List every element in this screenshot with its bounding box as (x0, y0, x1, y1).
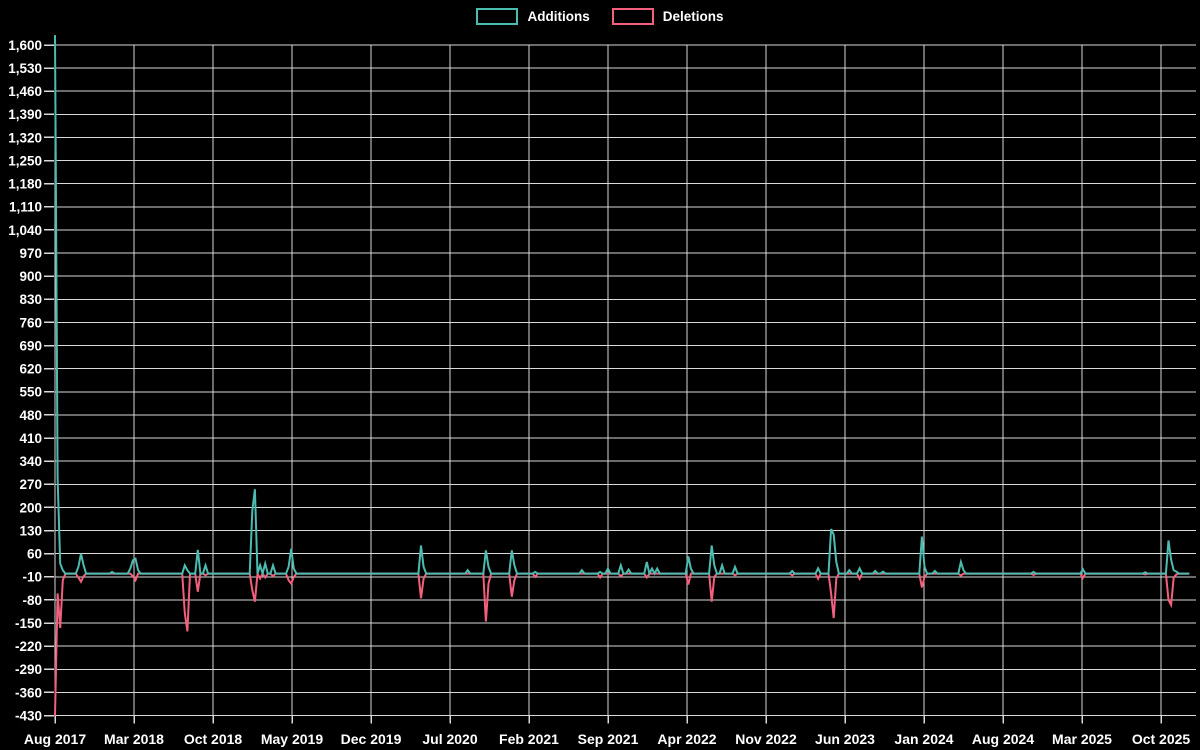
y-tick-label: -10 (22, 570, 42, 585)
x-tick-label: Feb 2021 (499, 731, 559, 747)
x-tick-label: Sep 2021 (578, 731, 639, 747)
legend-item-deletions[interactable]: Deletions (611, 8, 724, 25)
y-tick-label: 1,250 (8, 153, 42, 168)
x-tick-label: Jan 2024 (894, 731, 953, 747)
y-tick-label: 1,110 (9, 200, 42, 215)
y-tick-label: 1,390 (8, 107, 42, 122)
y-tick-label: -80 (22, 593, 42, 608)
y-tick-label: 760 (19, 315, 42, 330)
y-tick-label: 200 (19, 500, 42, 515)
additions-line (54, 35, 1190, 578)
chart-legend: Additions Deletions (0, 8, 1200, 25)
y-tick-label: -290 (15, 662, 42, 677)
x-tick-label: Dec 2019 (341, 731, 402, 747)
y-tick-label: 1,530 (8, 61, 42, 76)
x-tick-label: Nov 2022 (735, 731, 797, 747)
y-tick-label: 1,180 (8, 177, 42, 192)
y-tick-label: -430 (15, 708, 42, 723)
legend-label-deletions: Deletions (662, 9, 724, 24)
y-tick-label: -150 (15, 616, 42, 631)
y-tick-label: 410 (19, 431, 42, 446)
y-tick-label: 830 (19, 292, 42, 307)
deletions-swatch-icon (611, 8, 654, 25)
y-tick-label: 970 (19, 246, 42, 261)
x-tick-label: Oct 2018 (184, 731, 243, 747)
y-tick-label: 690 (19, 338, 42, 353)
y-tick-label: 1,040 (8, 223, 42, 238)
y-tick-label: 60 (27, 547, 42, 562)
x-tick-label: Aug 2024 (972, 731, 1034, 747)
x-tick-label: May 2019 (261, 731, 323, 747)
x-tick-label: Mar 2025 (1052, 731, 1112, 747)
y-tick-label: 340 (19, 454, 42, 469)
y-tick-label: -220 (15, 639, 42, 654)
x-tick-label: Apr 2022 (657, 731, 716, 747)
deletions-line (54, 570, 1190, 716)
y-tick-label: 1,600 (8, 38, 42, 53)
y-tick-label: 270 (19, 477, 42, 492)
legend-item-additions[interactable]: Additions (476, 8, 590, 25)
y-tick-label: -360 (15, 685, 42, 700)
y-tick-label: 130 (19, 523, 42, 538)
y-tick-label: 900 (19, 269, 42, 284)
y-tick-label: 480 (19, 408, 42, 423)
x-tick-label: Aug 2017 (24, 731, 86, 747)
y-tick-label: 1,460 (8, 84, 42, 99)
y-tick-label: 550 (19, 385, 42, 400)
x-tick-label: Jul 2020 (422, 731, 477, 747)
additions-swatch-icon (476, 8, 519, 25)
legend-label-additions: Additions (527, 9, 590, 24)
x-tick-label: Mar 2018 (104, 731, 164, 747)
x-tick-label: Oct 2025 (1132, 731, 1191, 747)
y-tick-label: 1,320 (8, 130, 42, 145)
y-tick-label: 620 (19, 362, 42, 377)
x-tick-label: Jun 2023 (815, 731, 875, 747)
